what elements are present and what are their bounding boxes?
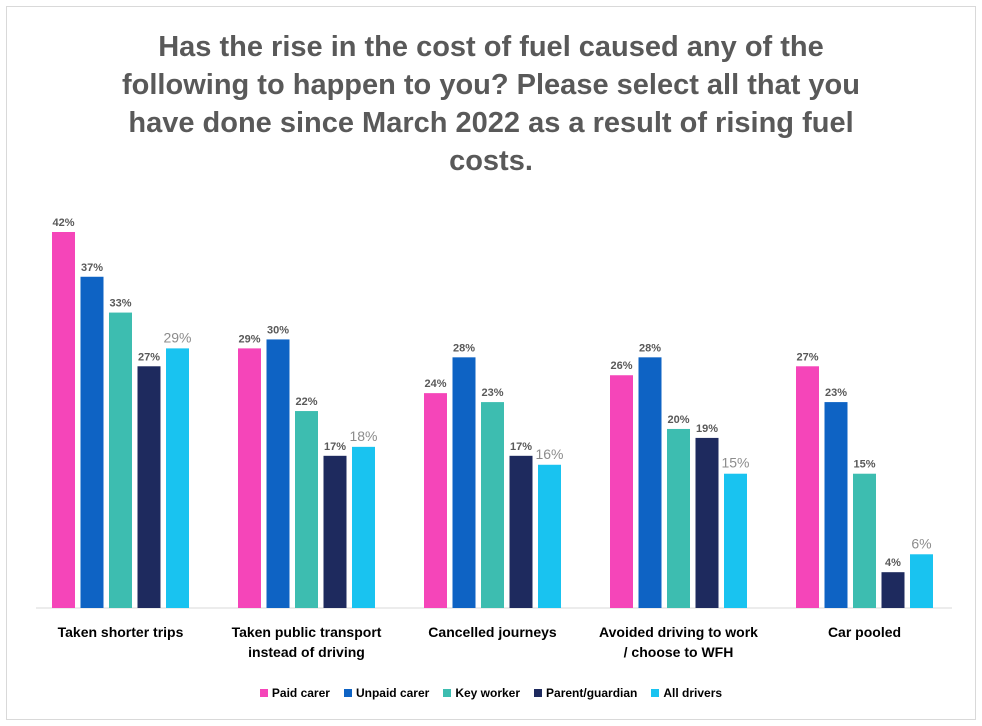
legend-label: Key worker [455, 686, 521, 700]
legend-swatch [651, 689, 660, 697]
bar [638, 357, 662, 608]
data-label: 16% [535, 446, 563, 462]
data-label: 42% [52, 217, 74, 229]
data-label: 28% [453, 342, 475, 354]
bar [452, 357, 476, 608]
legend-label: All drivers [663, 686, 723, 700]
legend-item: All drivers [651, 686, 722, 700]
bar [824, 402, 848, 608]
legend-swatch [343, 689, 352, 697]
data-label: 22% [295, 396, 317, 408]
bar [724, 473, 747, 608]
bar [667, 428, 690, 608]
data-label: 17% [324, 441, 346, 453]
data-label: 24% [424, 378, 446, 390]
legend: Paid carer Unpaid carer Key worker Paren… [0, 686, 982, 700]
category-label: Cancelled journeys [428, 624, 557, 640]
bar [52, 232, 75, 608]
bar [610, 375, 633, 608]
chart-title-line: following to happen to you? Please selec… [122, 69, 860, 101]
bar [481, 402, 504, 608]
bar [538, 464, 561, 608]
data-label: 37% [81, 262, 103, 274]
data-label: 23% [481, 387, 503, 399]
data-label: 6% [911, 535, 931, 551]
chart-title-line: Has the rise in the cost of fuel caused … [158, 31, 824, 63]
category-label: instead of driving [248, 644, 365, 660]
bar [238, 348, 261, 608]
data-label: 27% [796, 351, 818, 363]
data-label: 28% [639, 342, 661, 354]
data-label: 15% [721, 455, 749, 471]
bar [695, 437, 719, 608]
chart-title-line: costs. [449, 145, 533, 177]
data-label: 33% [109, 298, 131, 310]
category-label: Car pooled [828, 624, 901, 640]
legend-label: Unpaid carer [355, 686, 430, 700]
data-label: 4% [885, 557, 901, 569]
data-label: 17% [510, 441, 532, 453]
bar [266, 339, 290, 608]
data-label: 19% [696, 423, 718, 435]
data-label: 27% [138, 351, 160, 363]
bar [323, 455, 347, 608]
category-label: Taken public transport [232, 624, 382, 640]
data-label: 15% [853, 459, 875, 471]
chart-title: Has the rise in the cost of fuel caused … [0, 28, 982, 180]
bar [352, 446, 375, 608]
legend-swatch [443, 689, 452, 697]
bar [80, 276, 104, 608]
legend-item: Paid carer [259, 686, 330, 700]
legend-item: Key worker [443, 686, 520, 700]
bar [796, 366, 819, 608]
bar [853, 473, 876, 608]
bar [881, 572, 905, 608]
data-label: 20% [667, 414, 689, 426]
bar [910, 554, 933, 608]
legend-item: Unpaid carer [343, 686, 430, 700]
data-label: 30% [267, 324, 289, 336]
legend-swatch [259, 689, 268, 697]
data-label: 29% [163, 329, 191, 345]
data-label: 23% [825, 387, 847, 399]
bar [424, 393, 447, 608]
bar [509, 455, 533, 608]
legend-item: Parent/guardian [534, 686, 637, 700]
data-label: 29% [238, 333, 260, 345]
data-label: 26% [610, 360, 632, 372]
legend-label: Parent/guardian [546, 686, 638, 700]
category-label: / choose to WFH [624, 644, 734, 660]
category-label: Avoided driving to work [599, 624, 758, 640]
legend-swatch [534, 689, 543, 697]
bar [166, 348, 189, 608]
chart-title-line: have done since March 2022 as a result o… [128, 107, 854, 139]
data-label: 18% [349, 428, 377, 444]
bar [137, 366, 161, 608]
category-label: Taken shorter trips [58, 624, 184, 640]
bar [109, 312, 132, 608]
legend-label: Paid carer [271, 686, 330, 700]
bar [295, 411, 318, 608]
